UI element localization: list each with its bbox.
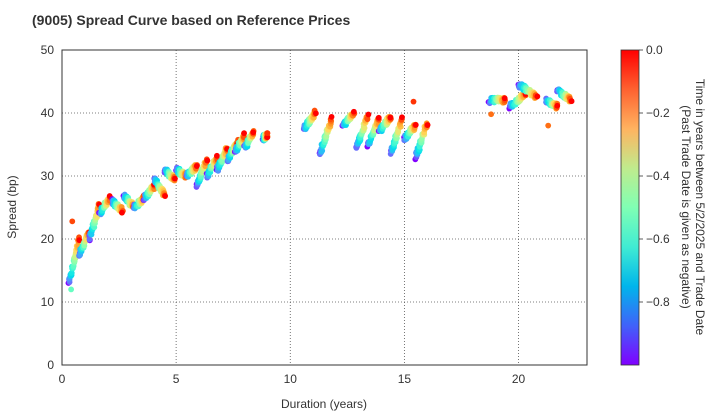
x-tick-label: 20 — [512, 372, 526, 386]
data-point — [319, 147, 326, 154]
data-point — [68, 270, 75, 276]
y-tick-label: 20 — [41, 232, 55, 246]
data-point — [554, 102, 561, 109]
data-point — [534, 93, 541, 100]
chart-title: (9005) Spread Curve based on Reference P… — [32, 12, 350, 28]
data-point — [395, 129, 402, 136]
gridlines — [62, 50, 587, 365]
y-tick-label: 50 — [41, 43, 55, 57]
y-tick-label: 40 — [41, 106, 55, 120]
x-tick-label: 0 — [59, 372, 66, 386]
x-axis-ticks: 0 5 10 15 20 — [59, 372, 526, 386]
data-point — [193, 163, 200, 169]
data-point — [312, 110, 319, 117]
x-tick-label: 5 — [173, 372, 180, 386]
data-point — [399, 114, 405, 121]
colorbar-tick-label: −0.8 — [646, 295, 670, 309]
data-point — [76, 237, 83, 244]
data-point — [350, 108, 357, 115]
scatter-points — [65, 81, 575, 293]
y-axis-ticks: 0 10 20 30 40 50 — [41, 43, 55, 372]
data-point — [86, 236, 93, 243]
data-point — [214, 152, 220, 159]
y-tick-label: 10 — [41, 295, 55, 309]
outlier-point — [68, 286, 75, 293]
x-tick-label: 10 — [284, 372, 298, 386]
data-point — [204, 157, 211, 164]
data-point — [387, 114, 394, 121]
colorbar-tick-label: −0.4 — [646, 169, 670, 183]
y-tick-label: 0 — [47, 358, 54, 372]
data-point — [172, 175, 178, 182]
x-tick-label: 15 — [398, 372, 412, 386]
colorbar-tick-label: −0.6 — [646, 232, 670, 246]
data-point — [361, 125, 368, 131]
outlier-point — [69, 218, 76, 225]
data-point — [424, 122, 431, 128]
data-point — [119, 209, 125, 216]
data-point — [365, 111, 372, 118]
data-point — [250, 129, 257, 136]
data-point — [264, 134, 271, 141]
y-tick-label: 30 — [41, 169, 55, 183]
data-point — [162, 193, 169, 199]
colorbar — [620, 49, 640, 366]
data-point — [241, 130, 247, 137]
data-point — [568, 98, 575, 105]
colorbar-label-line2: (Past Trade Date is given as negative) — [679, 105, 693, 308]
data-point — [375, 114, 382, 121]
y-axis-label: Spread (bp) — [5, 175, 19, 238]
colorbar-label-line1: Time in years between 5/2/2025 and Trade… — [693, 79, 707, 336]
data-point — [364, 116, 371, 123]
outlier-point — [264, 130, 271, 137]
outlier-point — [410, 98, 417, 105]
data-point — [501, 95, 508, 102]
data-point — [328, 113, 335, 120]
colorbar-tick-label: 0.0 — [646, 43, 663, 57]
colorbar-tick-label: −0.2 — [646, 106, 670, 120]
outlier-point — [545, 122, 552, 129]
x-axis-label: Duration (years) — [281, 397, 367, 411]
colorbar-ticks: 0.0 −0.2 −0.4 −0.6 −0.8 — [639, 43, 670, 309]
data-point — [412, 122, 419, 128]
outlier-point — [488, 111, 495, 118]
